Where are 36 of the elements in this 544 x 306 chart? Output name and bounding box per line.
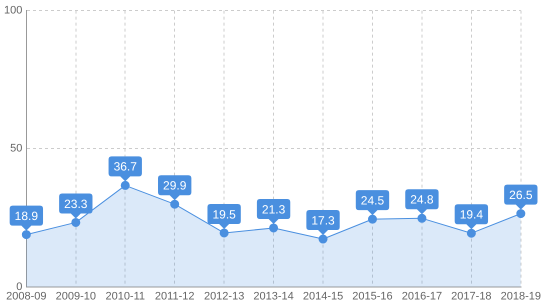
data-label: 23.3 — [64, 196, 88, 211]
point — [318, 234, 328, 244]
point — [417, 214, 426, 223]
x-tick-label: 2015-16 — [352, 290, 393, 302]
x-tick-label: 2017-18 — [451, 290, 492, 302]
point — [120, 180, 130, 190]
point — [269, 223, 278, 232]
data-label: 29.9 — [163, 178, 187, 193]
point — [466, 228, 476, 238]
x-tick-label: 2018-19 — [500, 290, 542, 302]
point — [22, 230, 31, 240]
point — [170, 200, 180, 209]
y-tick-label: 0 — [16, 280, 22, 293]
data-label: 17.3 — [311, 213, 336, 228]
point — [368, 214, 377, 224]
y-tick-label: 100 — [4, 4, 22, 17]
x-tick-label: 2016-17 — [402, 290, 442, 302]
data-label: 18.9 — [14, 208, 38, 223]
point — [516, 209, 526, 218]
x-tick-label: 2010-11 — [105, 290, 146, 302]
data-label: 19.4 — [460, 208, 484, 222]
x-tick-label: 2013-14 — [253, 290, 294, 302]
data-label: 19.5 — [212, 207, 236, 222]
x-tick-label: 2008-09 — [6, 290, 47, 302]
x-tick-label: 2011-12 — [154, 290, 194, 302]
x-tick-label: 2009-10 — [56, 290, 96, 302]
point — [71, 218, 80, 227]
data-label: 24.5 — [360, 193, 384, 208]
data-label: 24.8 — [410, 192, 434, 207]
x-tick-label: 2014-15 — [302, 290, 344, 302]
point — [220, 228, 229, 238]
data-label: 21.3 — [262, 202, 286, 216]
data-label: 26.5 — [509, 188, 533, 202]
y-tick-label: 50 — [10, 142, 22, 155]
x-tick-label: 2012-13 — [204, 290, 244, 302]
data-label: 36.7 — [114, 160, 138, 174]
